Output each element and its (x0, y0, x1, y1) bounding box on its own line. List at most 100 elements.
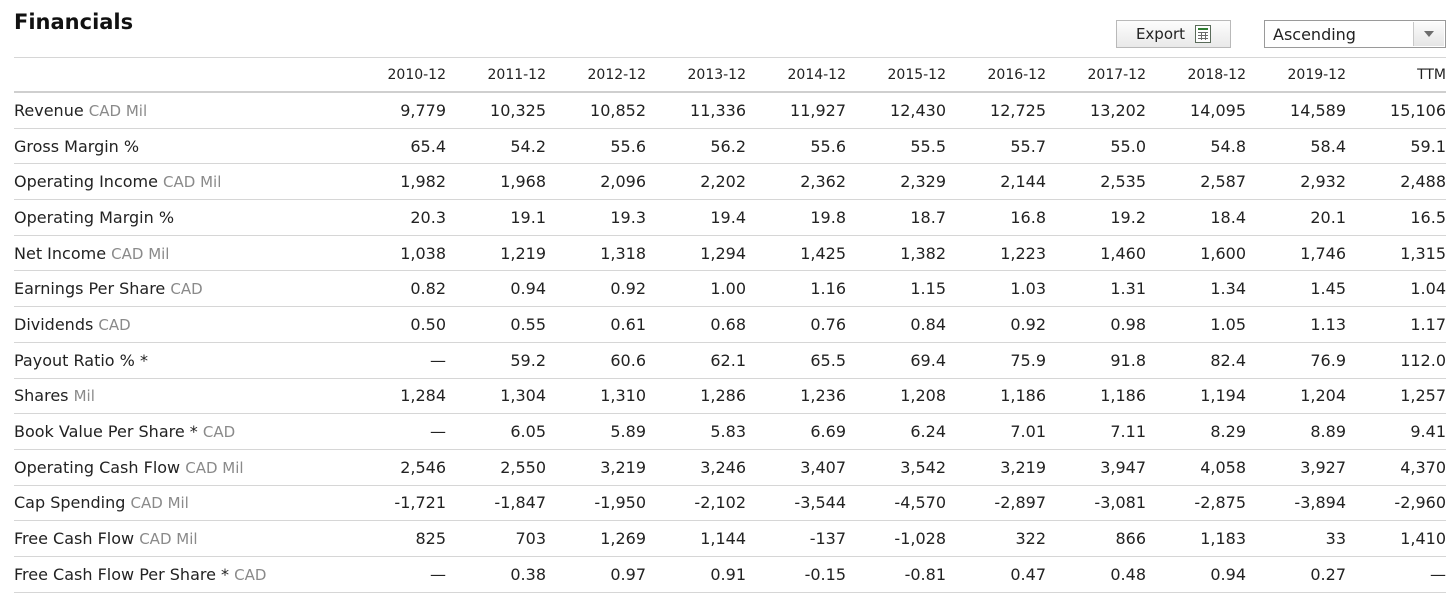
row-unit: CAD (98, 315, 131, 334)
table-cell: 0.48 (1046, 556, 1146, 593)
table-row: Operating Income CAD Mil 1,982 1,968 2,096 2… (14, 163, 1446, 201)
table-cell: 14,589 (1246, 92, 1346, 129)
table-cell: 2,488 (1346, 163, 1446, 201)
row-unit: CAD (234, 565, 267, 584)
row-label: Revenue CAD Mil (14, 92, 346, 129)
table-cell: 866 (1046, 520, 1146, 557)
table-cell: 6.69 (746, 413, 846, 450)
table-row: Gross Margin % 65.4 54.2 55.6 56.2 55.6 55.5 55… (14, 128, 1446, 165)
table-cell: 2,550 (446, 449, 546, 486)
table-cell: 2,535 (1046, 163, 1146, 201)
table-cell: 1,294 (646, 235, 746, 272)
table-cell: 4,370 (1346, 449, 1446, 486)
row-unit: CAD Mil (185, 458, 244, 477)
table-cell: 1.04 (1346, 270, 1446, 308)
table-cell: 69.4 (846, 342, 946, 379)
header-corner (14, 58, 346, 93)
table-cell: 1,208 (846, 378, 946, 415)
table-cell: 4,058 (1146, 449, 1246, 486)
table-cell: -0.15 (746, 556, 846, 593)
table-cell: 1,310 (546, 378, 646, 415)
dropdown-toggle[interactable] (1413, 22, 1444, 46)
table-row: Earnings Per Share CAD 0.82 0.94 0.92 1.00 1.… (14, 270, 1446, 308)
table-cell: 0.68 (646, 306, 746, 343)
row-label-text: Revenue (14, 100, 84, 120)
row-label: Earnings Per Share CAD (14, 270, 346, 308)
table-cell: 3,927 (1246, 449, 1346, 486)
row-unit: CAD (170, 280, 203, 299)
table-cell: -2,960 (1346, 485, 1446, 522)
column-header: 2012-12 (546, 58, 646, 93)
table-cell: 0.76 (746, 306, 846, 343)
table-cell: 2,144 (946, 163, 1046, 201)
table-cell: -137 (746, 520, 846, 557)
table-cell: 0.38 (446, 556, 546, 593)
table-cell: 19.4 (646, 199, 746, 236)
table-cell: 15,106 (1346, 92, 1446, 129)
table-cell: 0.84 (846, 306, 946, 343)
row-label-text: Free Cash Flow (14, 529, 135, 549)
table-cell: -1,028 (846, 520, 946, 557)
table-cell: 55.6 (546, 128, 646, 165)
row-label: Dividends CAD (14, 306, 346, 343)
table-cell: 1.13 (1246, 306, 1346, 343)
table-cell: 5.83 (646, 413, 746, 450)
column-header: 2011-12 (446, 58, 546, 93)
table-cell: 33 (1246, 520, 1346, 557)
table-cell: — (346, 556, 446, 593)
table-cell: 19.3 (546, 199, 646, 236)
table-cell: -1,721 (346, 485, 446, 522)
table-cell: 0.97 (546, 556, 646, 593)
table-cell: 1.34 (1146, 270, 1246, 308)
table-cell: 2,096 (546, 163, 646, 201)
table-row: Net Income CAD Mil 1,038 1,219 1,318 1,294 1,… (14, 235, 1446, 272)
row-label-text: Cap Spending (14, 493, 126, 513)
table-cell: 3,407 (746, 449, 846, 486)
table-cell: 10,852 (546, 92, 646, 129)
table-row: Cap Spending CAD Mil -1,721 -1,847 -1,950 -2… (14, 485, 1446, 522)
export-button[interactable]: Export (1116, 20, 1231, 48)
table-cell: 62.1 (646, 342, 746, 379)
table-cell: 2,362 (746, 163, 846, 201)
financials-table-body: Revenue CAD Mil 9,779 10,325 10,852 11,336 11… (14, 92, 1446, 593)
row-label: Operating Cash Flow CAD Mil (14, 449, 346, 486)
table-cell: 2,202 (646, 163, 746, 201)
table-cell: 13,202 (1046, 92, 1146, 129)
table-cell: 11,336 (646, 92, 746, 129)
table-cell: 0.55 (446, 306, 546, 343)
table-cell: 1,304 (446, 378, 546, 415)
row-label-text: Book Value Per Share * (14, 422, 198, 442)
table-cell: 5.89 (546, 413, 646, 450)
column-header: 2015-12 (846, 58, 946, 93)
table-cell: 1,284 (346, 378, 446, 415)
table-cell: 82.4 (1146, 342, 1246, 379)
table-row: Free Cash Flow Per Share * CAD —0.38 0.97 0… (14, 556, 1446, 593)
table-row: Dividends CAD 0.50 0.55 0.61 0.68 0.76 0.84 0.9… (14, 306, 1446, 343)
table-cell: 55.6 (746, 128, 846, 165)
financials-table: 2010-12 2011-12 2012-12 2013-12 2014-12 2015-… (14, 58, 1446, 593)
sort-order-select[interactable]: Ascending (1264, 20, 1446, 48)
table-cell: 1,038 (346, 235, 446, 272)
table-cell: -2,897 (946, 485, 1046, 522)
row-label-text: Gross Margin % (14, 136, 140, 156)
row-label-text: Dividends (14, 314, 94, 334)
table-cell: 322 (946, 520, 1046, 557)
table-cell: 20.1 (1246, 199, 1346, 236)
table-cell: 1,425 (746, 235, 846, 272)
spreadsheet-icon (1195, 25, 1212, 43)
table-cell: 6.24 (846, 413, 946, 450)
table-cell: 16.5 (1346, 199, 1446, 236)
table-cell: 1.05 (1146, 306, 1246, 343)
table-row: Revenue CAD Mil 9,779 10,325 10,852 11,336 11… (14, 92, 1446, 129)
table-row: Book Value Per Share * CAD —6.05 5.89 5.83 6… (14, 413, 1446, 450)
table-cell: 7.11 (1046, 413, 1146, 450)
table-cell: 59.2 (446, 342, 546, 379)
column-header: 2013-12 (646, 58, 746, 93)
table-cell: -2,875 (1146, 485, 1246, 522)
table-cell: 1.03 (946, 270, 1046, 308)
table-cell: -0.81 (846, 556, 946, 593)
table-cell: 0.94 (1146, 556, 1246, 593)
table-cell: 3,542 (846, 449, 946, 486)
table-cell: 6.05 (446, 413, 546, 450)
table-cell: -3,894 (1246, 485, 1346, 522)
